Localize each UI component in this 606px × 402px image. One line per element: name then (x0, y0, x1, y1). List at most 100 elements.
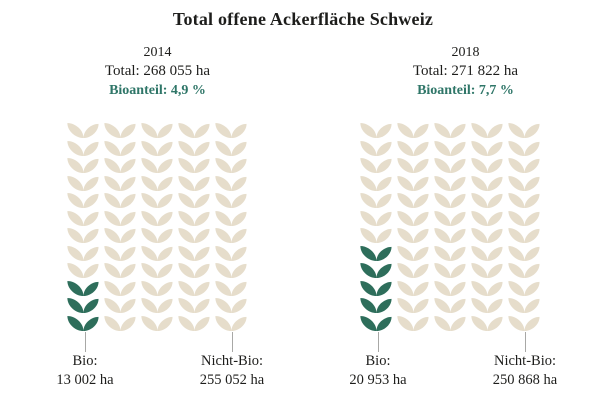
non-bio-leaf-pair-icon (508, 280, 540, 296)
non-bio-leaf-pair-icon (508, 245, 540, 261)
non-bio-leaf-pair-icon (141, 280, 173, 296)
non-bio-leaf-pair-icon (104, 210, 136, 226)
non-bio-leaf-pair-icon (434, 157, 466, 174)
non-bio-leaf-pair-icon (141, 140, 173, 156)
non-bio-leaf-pair-icon (67, 245, 99, 261)
non-bio-leaf-pair-icon (178, 280, 210, 296)
panel-2014: 2014 Total: 268 055 ha Bioanteil: 4,9 % … (56, 40, 264, 395)
non-bio-leaf-pair-icon (104, 227, 136, 244)
non-bio-leaf-pair-icon (104, 280, 136, 296)
year-label: 2018 (451, 45, 480, 60)
non-bio-leaf-pair-icon (508, 122, 540, 139)
non-bio-leaf-pair-icon (508, 140, 540, 156)
non-bio-leaf-pair-icon (178, 227, 210, 244)
non-bio-leaf-pair-icon (508, 297, 540, 314)
non-bio-leaf-pair-icon (471, 227, 503, 244)
non-bio-leaf-pair-icon (471, 280, 503, 296)
bio-hectares: 13 002 ha (56, 372, 114, 388)
non-bio-leaf-pair-icon (178, 140, 210, 156)
non-bio-leaf-pair-icon (141, 157, 173, 174)
non-bio-leaf-pair-icon (434, 175, 466, 191)
non-bio-leaf-pair-icon (215, 245, 247, 261)
non-bio-leaf-pair-icon (397, 157, 429, 174)
non-bio-leaf-pair-icon (434, 227, 466, 244)
non-bio-leaf-pair-icon (104, 245, 136, 261)
nicht-bio-value-label: Nicht-Bio: 255 052 ha (200, 352, 264, 390)
panel-header-2018: 2018 Total: 271 822 ha Bioanteil: 7,7 % (373, 44, 558, 100)
non-bio-leaf-pair-icon (104, 175, 136, 191)
non-bio-leaf-pair-icon (471, 122, 503, 139)
bio-category: Bio: (72, 353, 98, 369)
non-bio-leaf-pair-icon (434, 245, 466, 261)
non-bio-leaf-pair-icon (397, 280, 429, 296)
non-bio-leaf-pair-icon (471, 157, 503, 174)
non-bio-leaf-pair-icon (360, 122, 392, 139)
non-bio-leaf-pair-icon (104, 297, 136, 314)
pictogram-grid-2018 (358, 122, 543, 332)
non-bio-leaf-pair-icon (178, 210, 210, 226)
non-bio-leaf-pair-icon (360, 227, 392, 244)
non-bio-leaf-pair-icon (141, 227, 173, 244)
total-label: Total: 268 055 ha (104, 63, 211, 79)
non-bio-leaf-pair-icon (141, 245, 173, 261)
panel-2018: 2018 Total: 271 822 ha Bioanteil: 7,7 % … (349, 40, 557, 395)
non-bio-leaf-pair-icon (471, 140, 503, 156)
non-bio-leaf-pair-icon (178, 262, 210, 279)
non-bio-leaf-pair-icon (104, 315, 136, 331)
nicht-bio-value-label: Nicht-Bio: 250 868 ha (493, 352, 557, 390)
non-bio-leaf-pair-icon (104, 157, 136, 174)
nicht-bio-leader-line (525, 332, 526, 352)
non-bio-leaf-pair-icon (434, 192, 466, 209)
non-bio-leaf-pair-icon (397, 297, 429, 314)
non-bio-leaf-pair-icon (215, 280, 247, 296)
non-bio-leaf-pair-icon (215, 157, 247, 174)
non-bio-leaf-pair-icon (471, 245, 503, 261)
non-bio-leaf-pair-icon (67, 122, 99, 139)
bio-leaf-pair-icon (67, 315, 99, 331)
non-bio-leaf-pair-icon (434, 140, 466, 156)
non-bio-leaf-pair-icon (141, 122, 173, 139)
non-bio-leaf-pair-icon (508, 210, 540, 226)
non-bio-leaf-pair-icon (397, 227, 429, 244)
non-bio-leaf-pair-icon (215, 175, 247, 191)
non-bio-leaf-pair-icon (67, 227, 99, 244)
non-bio-leaf-pair-icon (360, 157, 392, 174)
non-bio-leaf-pair-icon (471, 262, 503, 279)
non-bio-leaf-pair-icon (508, 315, 540, 331)
non-bio-leaf-pair-icon (104, 140, 136, 156)
non-bio-leaf-pair-icon (178, 157, 210, 174)
non-bio-leaf-pair-icon (360, 210, 392, 226)
non-bio-leaf-pair-icon (67, 192, 99, 209)
bio-leaf-pair-icon (360, 315, 392, 331)
non-bio-leaf-pair-icon (360, 140, 392, 156)
bio-leaf-pair-icon (360, 280, 392, 296)
non-bio-leaf-pair-icon (508, 175, 540, 191)
non-bio-leaf-pair-icon (104, 192, 136, 209)
non-bio-leaf-pair-icon (397, 140, 429, 156)
non-bio-leaf-pair-icon (104, 262, 136, 279)
non-bio-leaf-pair-icon (67, 157, 99, 174)
nicht-bio-leader-line (232, 332, 233, 352)
panel-header-2014: 2014 Total: 268 055 ha Bioanteil: 4,9 % (65, 44, 250, 100)
nicht-bio-category: Nicht-Bio: (200, 353, 264, 369)
chart-title: Total offene Ackerfläche Schweiz (172, 9, 434, 29)
non-bio-leaf-pair-icon (471, 315, 503, 331)
non-bio-leaf-pair-icon (360, 175, 392, 191)
bio-hectares: 20 953 ha (349, 372, 407, 388)
non-bio-leaf-pair-icon (434, 122, 466, 139)
non-bio-leaf-pair-icon (397, 315, 429, 331)
non-bio-leaf-pair-icon (508, 157, 540, 174)
non-bio-leaf-pair-icon (434, 315, 466, 331)
non-bio-leaf-pair-icon (215, 262, 247, 279)
bio-value-label: Bio: 20 953 ha (349, 352, 406, 390)
pictogram-grid-2014 (65, 122, 250, 332)
non-bio-leaf-pair-icon (508, 262, 540, 279)
non-bio-leaf-pair-icon (215, 140, 247, 156)
nicht-bio-hectares: 255 052 ha (199, 372, 265, 388)
non-bio-leaf-pair-icon (104, 122, 136, 139)
bio-share-label: Bioanteil: 4,9 % (109, 83, 206, 98)
total-label: Total: 271 822 ha (412, 63, 519, 79)
non-bio-leaf-pair-icon (397, 262, 429, 279)
non-bio-leaf-pair-icon (178, 192, 210, 209)
non-bio-leaf-pair-icon (397, 122, 429, 139)
